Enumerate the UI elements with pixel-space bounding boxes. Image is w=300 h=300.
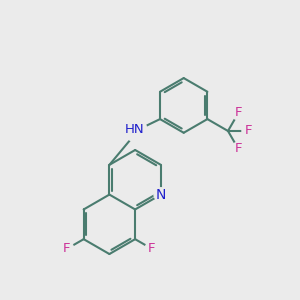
Circle shape	[154, 188, 168, 201]
Circle shape	[123, 117, 147, 141]
Circle shape	[60, 242, 74, 256]
Text: F: F	[245, 124, 253, 137]
Circle shape	[145, 242, 159, 256]
Text: F: F	[63, 242, 71, 255]
Circle shape	[242, 124, 256, 138]
Circle shape	[232, 106, 245, 120]
Text: HN: HN	[125, 123, 145, 136]
Text: F: F	[235, 106, 242, 119]
Circle shape	[232, 142, 245, 156]
Text: F: F	[148, 242, 156, 255]
Text: F: F	[235, 142, 242, 155]
Text: N: N	[156, 188, 166, 202]
